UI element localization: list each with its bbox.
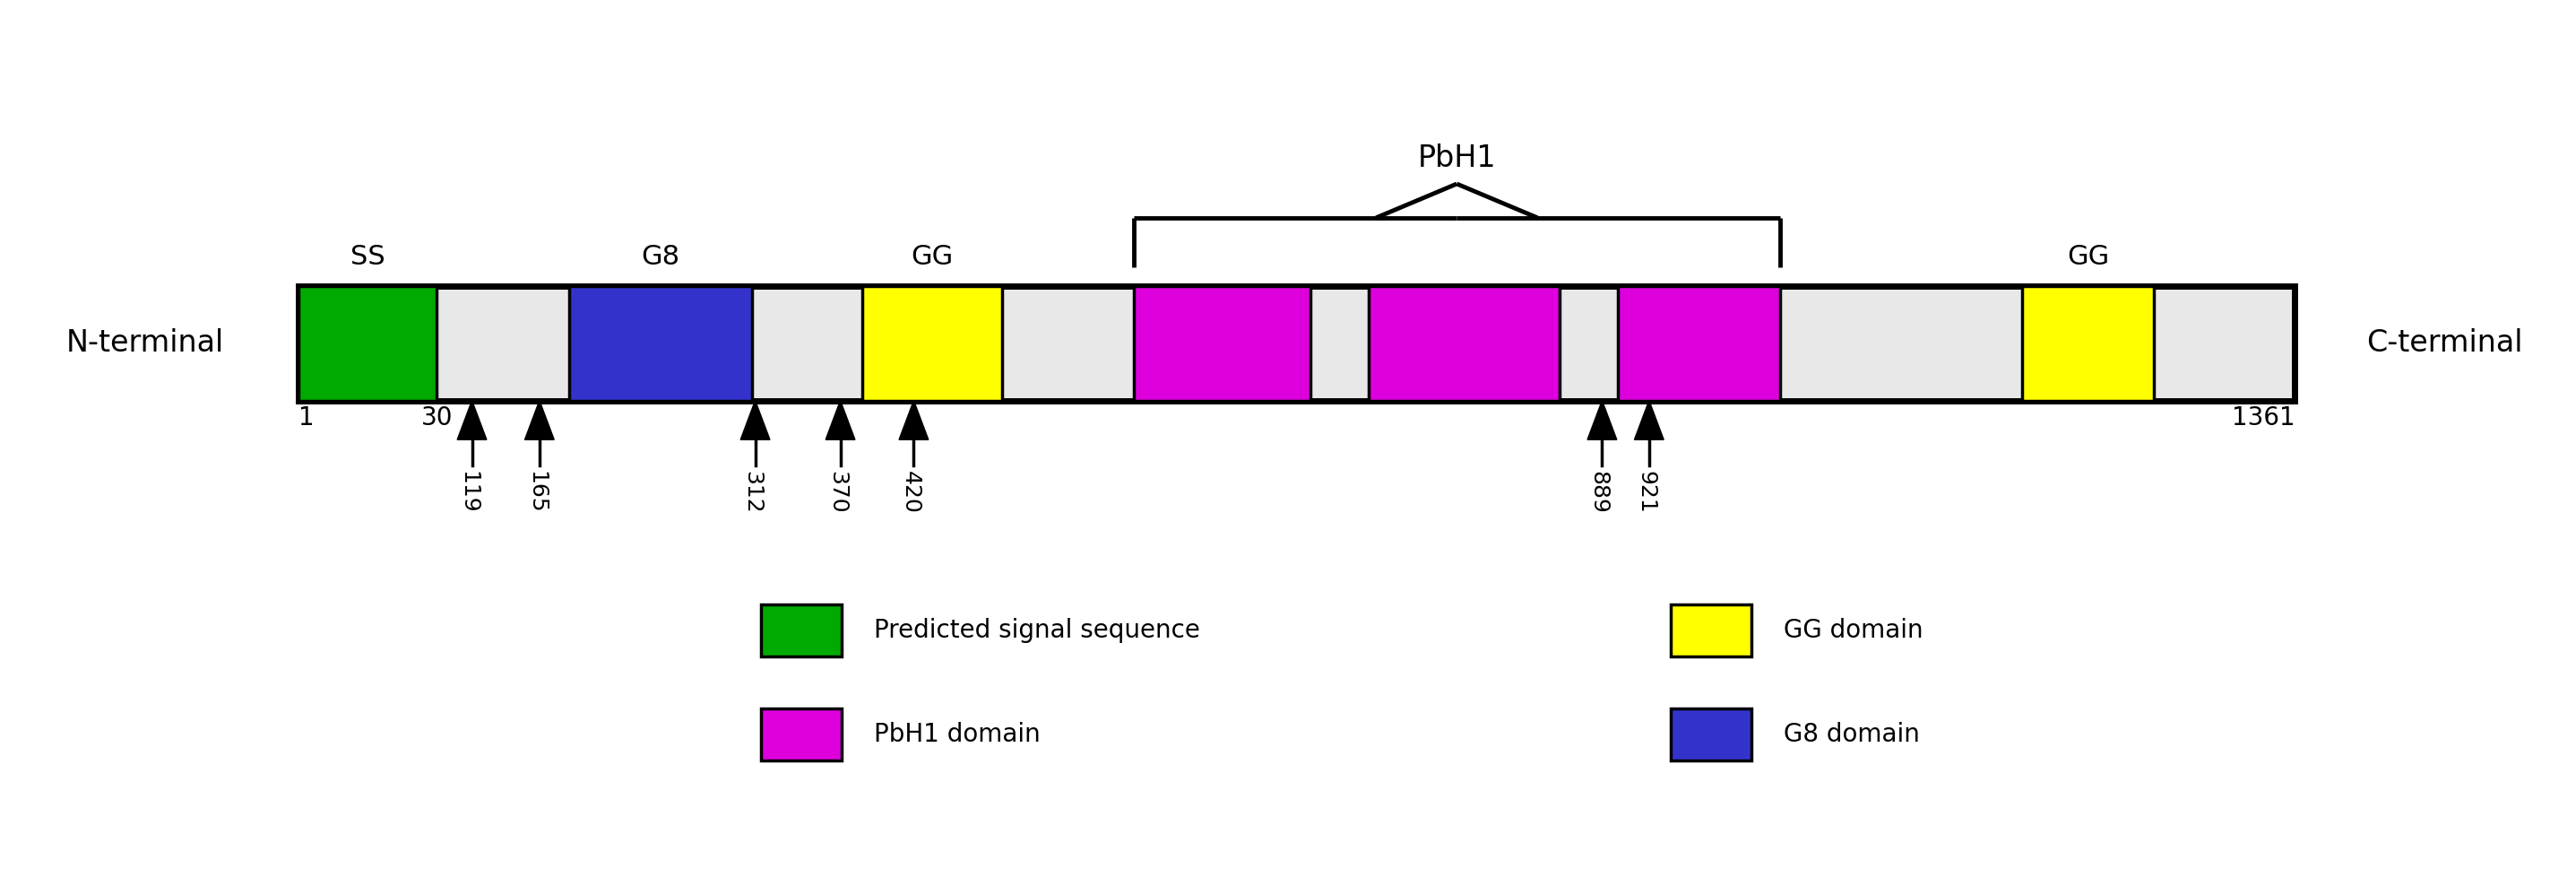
Polygon shape	[739, 401, 770, 439]
Text: GG: GG	[2066, 244, 2110, 270]
Bar	[863, 286, 1002, 401]
Text: 312: 312	[742, 471, 762, 514]
Text: SS: SS	[350, 244, 384, 270]
Text: G8: G8	[641, 244, 680, 270]
Text: PbH1 domain: PbH1 domain	[873, 722, 1041, 747]
Text: 1361: 1361	[2231, 405, 2295, 430]
Text: G8 domain: G8 domain	[1785, 722, 1919, 747]
Polygon shape	[1587, 401, 1618, 439]
Text: 119: 119	[459, 471, 479, 514]
Text: 165: 165	[526, 471, 546, 514]
Text: Predicted signal sequence: Predicted signal sequence	[873, 618, 1200, 643]
Polygon shape	[899, 401, 927, 439]
Polygon shape	[1633, 401, 1664, 439]
Bar	[1672, 709, 1752, 761]
Bar	[2022, 286, 2154, 401]
Text: N-terminal: N-terminal	[67, 328, 224, 358]
Text: 30: 30	[420, 405, 453, 430]
Polygon shape	[459, 401, 487, 439]
Text: GG domain: GG domain	[1785, 618, 1924, 643]
Bar	[1672, 604, 1752, 656]
Text: 1: 1	[299, 405, 314, 430]
Polygon shape	[526, 401, 554, 439]
Text: 921: 921	[1636, 471, 1656, 514]
Bar	[1368, 286, 1558, 401]
Text: 420: 420	[899, 471, 922, 514]
Text: 370: 370	[827, 471, 848, 514]
Bar	[1133, 286, 1311, 401]
Bar	[760, 604, 842, 656]
Bar	[760, 709, 842, 761]
Text: PbH1: PbH1	[1417, 144, 1497, 174]
Bar	[569, 286, 752, 401]
Bar	[299, 286, 2295, 401]
Text: 889: 889	[1587, 471, 1610, 514]
Bar	[299, 286, 438, 401]
Polygon shape	[827, 401, 855, 439]
Bar	[1618, 286, 1780, 401]
Text: C-terminal: C-terminal	[2367, 328, 2522, 358]
Text: GG: GG	[912, 244, 953, 270]
